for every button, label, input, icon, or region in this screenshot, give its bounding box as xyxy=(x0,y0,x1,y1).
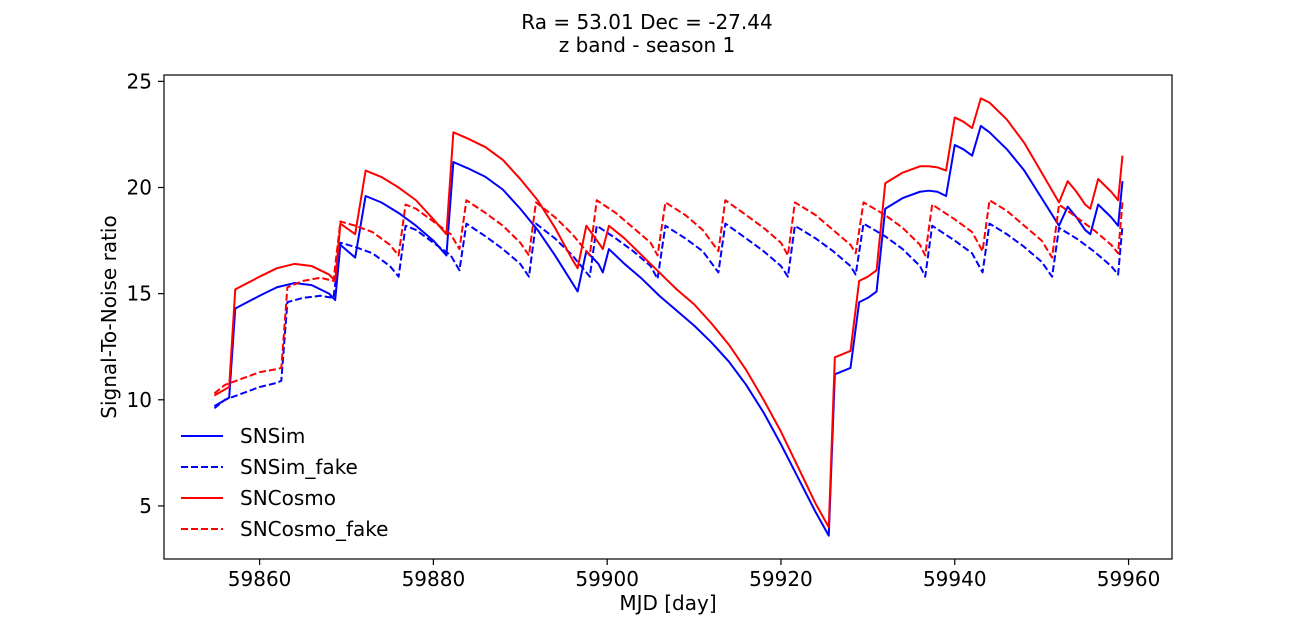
legend: SNSim SNSim_fake SNCosmo SNCosmo_fake xyxy=(181,424,388,541)
y-tick-label: 10 xyxy=(127,388,152,412)
plot-area-background xyxy=(164,75,1172,559)
series-layer xyxy=(213,97,1124,537)
y-axis-label: Signal-To-Noise ratio xyxy=(97,215,121,418)
x-tick-label: 59940 xyxy=(923,567,987,591)
x-tick-label: 59900 xyxy=(575,567,639,591)
x-axis: 59860 59880 59900 59920 59940 59960 xyxy=(228,559,1161,591)
series-line-snsim xyxy=(213,124,1124,537)
y-tick-label: 5 xyxy=(139,494,152,518)
series-line-sncosmo xyxy=(213,97,1124,529)
y-tick-label: 20 xyxy=(127,176,152,200)
y-axis: 5 10 15 20 25 xyxy=(127,69,164,518)
x-tick-label: 59860 xyxy=(228,567,292,591)
chart-subtitle: z band - season 1 xyxy=(559,33,736,57)
x-axis-label: MJD [day] xyxy=(619,591,716,615)
plot-frame xyxy=(163,74,1173,560)
x-tick-label: 59920 xyxy=(749,567,813,591)
y-tick-label: 25 xyxy=(127,69,152,93)
legend-label: SNSim xyxy=(240,424,305,448)
chart-title: Ra = 53.01 Dec = -27.44 xyxy=(521,10,772,34)
x-tick-label: 59880 xyxy=(402,567,466,591)
legend-label: SNSim_fake xyxy=(240,455,358,479)
legend-label: SNCosmo_fake xyxy=(240,517,388,541)
y-tick-label: 15 xyxy=(127,282,152,306)
legend-label: SNCosmo xyxy=(240,486,336,510)
x-tick-label: 59960 xyxy=(1097,567,1161,591)
series-line-sncosmo-fake xyxy=(213,199,1124,395)
series-line-snsim-fake xyxy=(213,222,1124,410)
